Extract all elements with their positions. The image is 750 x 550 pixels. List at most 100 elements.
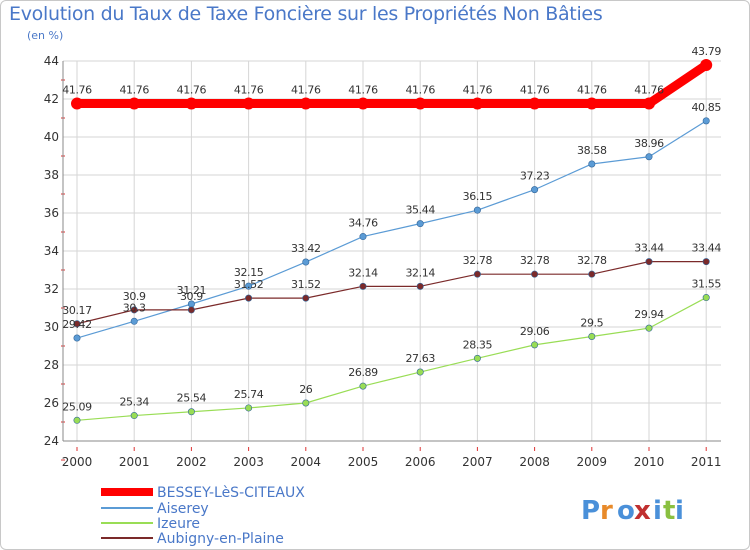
data-label: 35.44: [405, 204, 435, 217]
data-label: 34.76: [348, 217, 378, 230]
data-label: 41.76: [62, 84, 92, 97]
y-tick-label: 40: [44, 130, 59, 144]
y-tick-label: 36: [44, 206, 59, 220]
data-label: 25.54: [177, 392, 207, 405]
x-tick-label: 2003: [233, 455, 264, 469]
data-label: 41.76: [348, 84, 378, 97]
data-point[interactable]: [302, 399, 310, 407]
data-point[interactable]: [359, 382, 367, 390]
data-label: 32.14: [348, 266, 378, 279]
data-point[interactable]: [588, 270, 596, 278]
data-label: 43.79: [691, 45, 721, 58]
data-point[interactable]: [645, 324, 653, 332]
data-point[interactable]: [130, 412, 138, 420]
x-tick-label: 2002: [176, 455, 207, 469]
data-point[interactable]: [473, 354, 481, 362]
logo-letter: i: [675, 496, 684, 526]
data-label: 38.58: [577, 144, 607, 157]
chart-title: Evolution du Taux de Taxe Foncière sur l…: [9, 3, 603, 25]
data-point[interactable]: [128, 97, 141, 110]
data-label: 32.78: [520, 254, 550, 267]
data-point[interactable]: [588, 160, 596, 168]
y-tick-label: 28: [44, 358, 59, 372]
data-point[interactable]: [73, 416, 81, 424]
data-point[interactable]: [359, 282, 367, 290]
data-point[interactable]: [416, 282, 424, 290]
data-label: 32.78: [577, 254, 607, 267]
data-point[interactable]: [302, 258, 310, 266]
data-point[interactable]: [302, 294, 310, 302]
data-label: 41.76: [177, 84, 207, 97]
data-point[interactable]: [185, 97, 198, 110]
data-point[interactable]: [531, 186, 539, 194]
data-label: 26: [299, 383, 313, 396]
data-label: 31.52: [291, 278, 321, 291]
x-tick-label: 2001: [119, 455, 150, 469]
data-point[interactable]: [73, 320, 81, 328]
y-tick-label: 42: [44, 92, 59, 106]
series-line-izeure: [76, 296, 707, 421]
x-tick-label: 2000: [62, 455, 93, 469]
data-point[interactable]: [130, 317, 138, 325]
data-point[interactable]: [473, 206, 481, 214]
data-point[interactable]: [130, 306, 138, 314]
data-label: 25.34: [119, 396, 149, 409]
logo-letter: x: [634, 496, 651, 526]
data-label: 40.85: [691, 101, 721, 114]
data-label: 31.21: [177, 284, 207, 297]
legend-label: Izeure: [157, 516, 200, 532]
data-point[interactable]: [702, 294, 710, 302]
data-point[interactable]: [416, 368, 424, 376]
logo-letter: t: [663, 496, 675, 526]
data-point[interactable]: [702, 258, 710, 266]
data-point[interactable]: [245, 404, 253, 412]
data-label: 33.44: [634, 242, 664, 255]
data-label: 28.35: [463, 338, 493, 351]
data-point[interactable]: [245, 282, 253, 290]
data-label: 29.5: [580, 317, 603, 330]
legend-label: Aiserey: [157, 501, 209, 517]
data-label: 30.9: [180, 290, 203, 303]
data-point[interactable]: [414, 97, 427, 110]
data-point[interactable]: [528, 97, 541, 110]
series-line-aiserey: [76, 120, 707, 339]
series-line-bessey-l-s-citeaux: [72, 60, 711, 109]
data-point[interactable]: [245, 294, 253, 302]
data-label: 37.23: [520, 170, 550, 183]
data-point[interactable]: [645, 153, 653, 161]
data-point[interactable]: [531, 341, 539, 349]
y-tick-label: 30: [44, 320, 59, 334]
data-point[interactable]: [700, 58, 713, 71]
y-tick-label: 26: [44, 396, 59, 410]
data-point[interactable]: [299, 97, 312, 110]
data-label: 38.96: [634, 137, 664, 150]
data-point[interactable]: [357, 97, 369, 110]
data-point[interactable]: [187, 306, 195, 314]
data-point[interactable]: [588, 332, 596, 340]
data-point[interactable]: [702, 117, 710, 125]
data-label: 32.15: [234, 266, 264, 279]
data-point[interactable]: [242, 97, 255, 110]
data-label: 29.42: [62, 318, 92, 331]
series-line-aubigny-en-plaine: [76, 261, 707, 325]
data-point[interactable]: [73, 334, 81, 342]
data-point[interactable]: [585, 97, 598, 110]
data-point[interactable]: [359, 233, 367, 241]
x-tick-label: 2007: [462, 455, 493, 469]
data-point[interactable]: [473, 270, 481, 278]
data-point[interactable]: [471, 97, 484, 110]
data-point[interactable]: [187, 408, 195, 416]
data-point[interactable]: [645, 258, 653, 266]
x-tick-label: 2008: [519, 455, 550, 469]
data-label: 25.09: [62, 400, 92, 413]
data-point[interactable]: [531, 270, 539, 278]
data-label: 41.76: [634, 84, 664, 97]
data-label: 32.78: [463, 254, 493, 267]
logo-letter: r: [600, 496, 613, 526]
y-tick-label: 24: [44, 434, 59, 448]
data-point[interactable]: [416, 220, 424, 228]
data-point[interactable]: [643, 97, 655, 110]
data-point[interactable]: [71, 97, 83, 110]
data-label: 41.76: [405, 84, 435, 97]
